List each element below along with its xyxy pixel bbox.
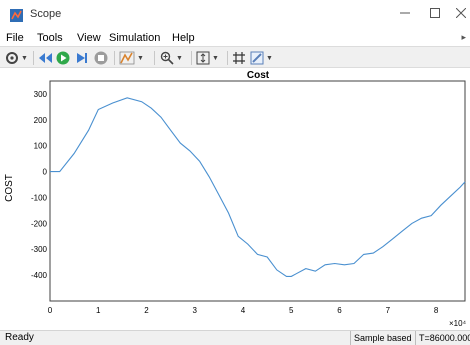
- y-tick-label: 300: [34, 90, 48, 99]
- step-forward-icon: [77, 53, 87, 63]
- maximize-button[interactable]: [422, 4, 448, 24]
- menu-simulation[interactable]: Simulation: [109, 32, 161, 44]
- status-bar: Ready Sample based T=86000.000: [0, 330, 470, 345]
- settings-button[interactable]: ▼: [5, 50, 28, 66]
- autoscale-icon: [196, 51, 210, 65]
- status-sample-mode: Sample based: [350, 331, 416, 345]
- menu-tools[interactable]: Tools: [37, 32, 63, 44]
- toolbar: ▼ ▼ ▼ ▼ ▼: [0, 46, 470, 68]
- settings-icon: [6, 52, 18, 64]
- maximize-icon: [430, 8, 440, 18]
- toolbar-divider: [191, 51, 192, 65]
- status-ready: Ready: [5, 332, 34, 343]
- x-tick-label: 3: [193, 306, 198, 315]
- stop-button[interactable]: [94, 50, 108, 66]
- chevron-down-icon: ▼: [266, 54, 273, 62]
- plot-background: [50, 81, 465, 301]
- scope-app-icon: [10, 9, 23, 22]
- y-axis-label: COST: [4, 174, 15, 202]
- x-tick-label: 4: [241, 306, 246, 315]
- y-tick-label: -300: [31, 245, 48, 254]
- menu-bar: File Tools View Simulation Help ▸: [0, 30, 470, 46]
- minimize-button[interactable]: [392, 4, 418, 24]
- x-tick-label: 0: [48, 306, 53, 315]
- title-bar: Scope: [0, 0, 470, 30]
- annotate-icon: [250, 51, 264, 65]
- chevron-down-icon: ▼: [21, 54, 28, 62]
- step-back-icon: [39, 53, 52, 63]
- y-tick-label: 200: [34, 116, 48, 125]
- menu-view[interactable]: View: [77, 32, 101, 44]
- step-forward-button[interactable]: [75, 50, 89, 66]
- status-time: T=86000.000: [415, 331, 470, 345]
- autoscale-button[interactable]: ▼: [196, 50, 219, 66]
- stop-icon: [94, 51, 108, 65]
- x-axis-exponent: ×10⁴: [449, 319, 467, 328]
- minimize-icon: [400, 12, 410, 14]
- close-button[interactable]: [448, 4, 470, 24]
- menu-help[interactable]: Help: [172, 32, 195, 44]
- run-button[interactable]: [56, 50, 70, 66]
- x-tick-label: 6: [337, 306, 342, 315]
- y-tick-label: 0: [43, 168, 48, 177]
- run-icon: [56, 51, 70, 65]
- y-tick-label: -400: [31, 271, 48, 280]
- toolbar-divider: [154, 51, 155, 65]
- y-tick-label: -200: [31, 219, 48, 228]
- chevron-down-icon: ▼: [137, 54, 144, 62]
- menu-file[interactable]: File: [6, 32, 24, 44]
- y-tick-label: -100: [31, 193, 48, 202]
- cursor-measure-icon: [233, 52, 245, 64]
- close-icon: [455, 7, 467, 19]
- plot-frame: [49, 80, 466, 302]
- cost-series-line: [50, 97, 466, 277]
- chevron-down-icon: ▼: [176, 54, 183, 62]
- highlight-icon: [119, 51, 135, 65]
- zoom-in-button[interactable]: ▼: [160, 50, 183, 66]
- highlight-button[interactable]: ▼: [119, 50, 144, 66]
- x-tick-label: 2: [144, 306, 149, 315]
- cost-chart[interactable]: 0 1 2 3 4 5 6 7 8 300 200 100 0 -100 -200 -300 -400 Cost…: [0, 68, 470, 330]
- x-tick-label: 7: [386, 306, 391, 315]
- annotate-button[interactable]: ▼: [250, 50, 273, 66]
- menu-overflow-icon[interactable]: ▸: [461, 32, 466, 42]
- cursor-measure-button[interactable]: [232, 50, 246, 66]
- y-tick-label: 100: [34, 142, 48, 151]
- plot-area: 0 1 2 3 4 5 6 7 8 300 200 100 0 -100 -200 -300 -400 Cost…: [0, 68, 470, 330]
- x-tick-label: 5: [289, 306, 294, 315]
- chart-title: Cost: [247, 70, 270, 81]
- x-tick-label: 8: [434, 306, 439, 315]
- toolbar-divider: [114, 51, 115, 65]
- x-tick-label: 1: [96, 306, 101, 315]
- step-back-button[interactable]: [38, 50, 54, 66]
- toolbar-divider: [33, 51, 34, 65]
- chevron-down-icon: ▼: [212, 54, 219, 62]
- window-title: Scope: [30, 8, 62, 20]
- toolbar-divider: [227, 51, 228, 65]
- zoom-in-icon: [160, 51, 174, 65]
